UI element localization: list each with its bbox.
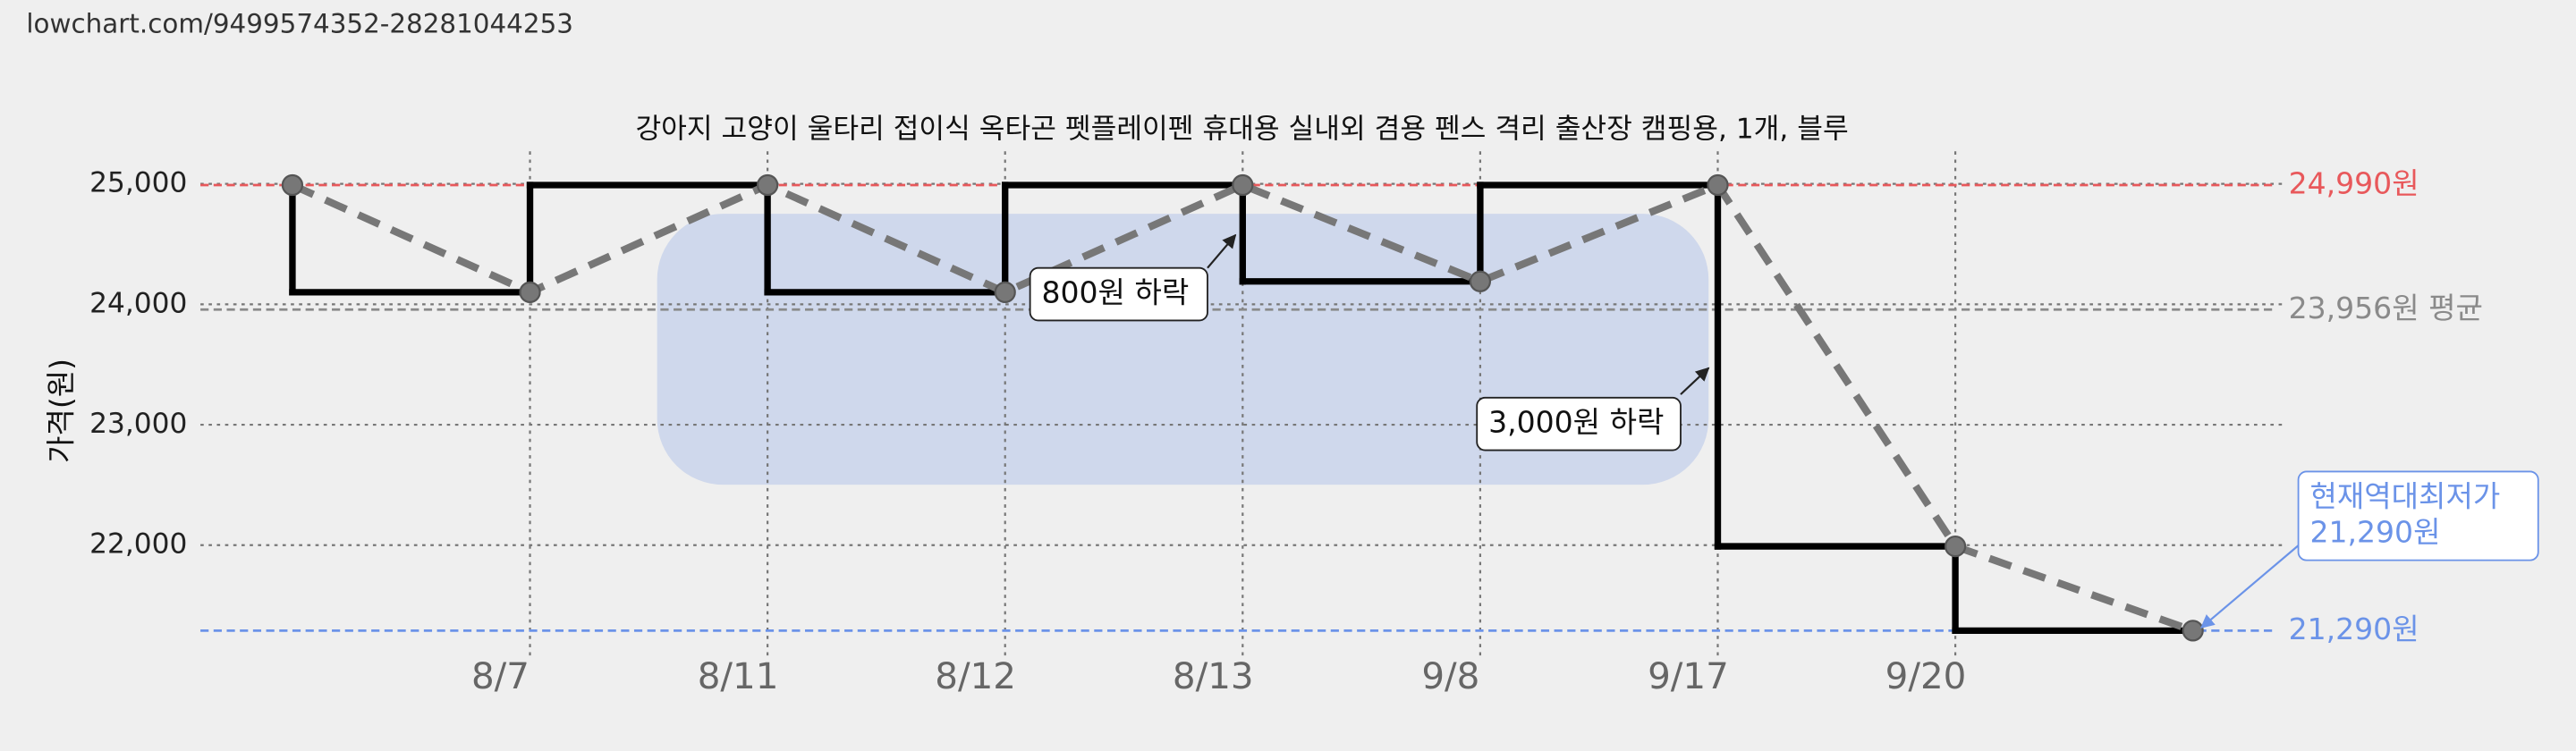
annotation-arrow: [2200, 544, 2300, 629]
point: [519, 281, 541, 304]
annotation-text: 3,000원 하락: [1488, 405, 1664, 440]
annotation-arrow: [1207, 233, 1237, 269]
annotation-text: 800원 하락: [1041, 275, 1189, 310]
point: [1232, 173, 1254, 197]
point: [281, 173, 304, 197]
point: [1944, 535, 1967, 558]
y-axis-label: 가격(원): [43, 359, 78, 463]
annotation-arrow: [1680, 367, 1710, 395]
x-tick-label: 8/13: [1173, 654, 1254, 697]
x-tick-label: 9/17: [1648, 654, 1729, 697]
reference-label: 23,956원 평균: [2289, 291, 2483, 325]
annotation-box: [1476, 396, 1682, 451]
y-tick-label: 23,000: [89, 408, 187, 440]
annotation-text: 현재역대최저가: [2309, 478, 2500, 513]
x-tick-label: 9/20: [1885, 654, 1967, 697]
point: [2182, 620, 2204, 642]
trend-line: [291, 180, 2195, 635]
chart-title: 강아지 고양이 울타리 접이식 옥타곤 펫플레이펜 휴대용 실내외 겸용 펜스 …: [635, 113, 1848, 145]
header-url: lowchart.com/9499574352-28281044253: [26, 8, 573, 38]
annotation-box: [2297, 470, 2539, 561]
point: [1469, 270, 1492, 292]
x-tick-label: 8/7: [471, 654, 530, 697]
reference-label: 21,290원: [2289, 612, 2419, 646]
point: [1707, 173, 1729, 197]
annotation-box: [1029, 266, 1208, 322]
x-tick-label: 8/12: [935, 654, 1016, 697]
y-tick-label: 24,000: [89, 287, 187, 319]
annotation-text: 21,290원: [2309, 515, 2440, 550]
y-tick-label: 25,000: [89, 167, 187, 199]
point: [757, 173, 779, 197]
point: [994, 281, 1016, 304]
y-tick-label: 22,000: [89, 528, 187, 561]
x-tick-label: 8/11: [698, 654, 779, 697]
reference-label: 24,990원: [2289, 166, 2419, 201]
x-tick-label: 9/8: [1421, 654, 1479, 697]
